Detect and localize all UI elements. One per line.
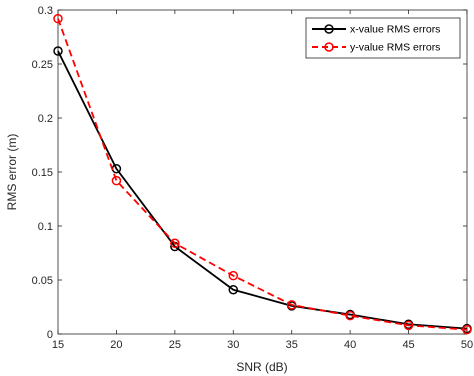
data-point-y-value-rms-errors: [170, 238, 180, 249]
x-tick-label: 30: [227, 339, 239, 351]
legend-marker-y-value: [324, 42, 334, 52]
x-tick-label: 45: [402, 339, 414, 351]
ticks-layer: 15 20 25 30 35 40 45 50 0 0.05 0.1 0.15 0.2 0.25 0.3: [32, 5, 474, 351]
legend-label-y-value: y-value RMS errors: [350, 42, 440, 54]
y-tick-label: 0.05: [32, 275, 53, 287]
y-tick-label: 0.25: [32, 59, 53, 71]
legend: x-value RMS errors y-value RMS errors: [305, 17, 461, 59]
x-tick-label: 20: [110, 339, 122, 351]
series-line-y-value-rms-errors: [57, 18, 468, 331]
legend-marker-x-value: [324, 24, 334, 34]
y-tick-label: 0: [47, 329, 53, 341]
y-tick-label: 0.3: [38, 5, 53, 17]
y-tick-label: 0.1: [38, 221, 53, 233]
x-tick-label: 35: [286, 339, 298, 351]
plot-area: [57, 9, 468, 335]
data-point-x-value-rms-errors: [53, 46, 63, 56]
x-axis-label: SNR (dB): [236, 360, 287, 374]
data-point-y-value-rms-errors: [403, 320, 414, 331]
x-tick-label: 25: [169, 339, 181, 351]
data-point-y-value-rms-errors: [286, 300, 297, 310]
x-tick-label: 15: [52, 339, 64, 351]
data-point-y-value-rms-errors: [462, 324, 472, 335]
x-tick-label: 40: [344, 339, 356, 351]
series-line-x-value-rms-errors: [57, 50, 468, 330]
legend-box: [305, 17, 461, 59]
legend-label-x-value: x-value RMS errors: [350, 24, 440, 36]
x-tick-label: 50: [461, 339, 473, 351]
data-point-y-value-rms-errors: [111, 175, 122, 186]
data-point-y-value-rms-errors: [228, 270, 239, 281]
series-layer: [53, 13, 472, 335]
y-tick-label: 0.2: [38, 113, 53, 125]
y-tick-label: 0.15: [32, 167, 53, 179]
data-point-y-value-rms-errors: [53, 13, 63, 24]
y-axis-label: RMS error (m): [5, 134, 19, 211]
data-point-y-value-rms-errors: [345, 310, 355, 321]
data-point-x-value-rms-errors: [228, 284, 239, 295]
